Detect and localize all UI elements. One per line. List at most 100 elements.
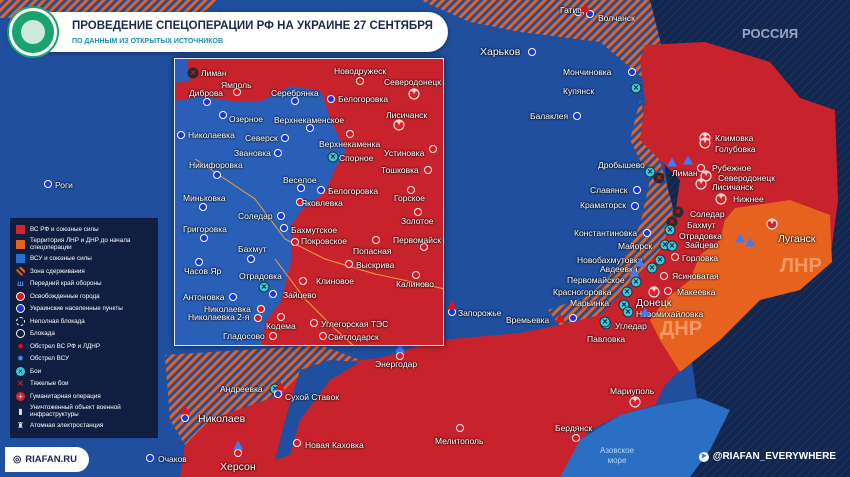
legend-item: Неполная блокада — [16, 315, 152, 328]
region-label-russia: РОССИЯ — [742, 26, 799, 41]
ukrainian-city-marker — [177, 131, 185, 139]
city-label: Марьинка — [570, 297, 610, 308]
battle-x-icon: × — [16, 366, 25, 376]
dnipro-river — [275, 360, 360, 460]
legend-item: + Гуманитарная операция — [16, 390, 152, 403]
battle-icon: × — [666, 240, 678, 252]
ukrainian-city-marker — [327, 95, 335, 103]
defense-line-icon: ш — [17, 279, 24, 289]
liberated-city-marker — [257, 305, 265, 313]
ukrainian-city-marker — [277, 212, 285, 220]
city-label: Верхнекаменка — [319, 138, 381, 149]
city-label: Звановка — [234, 147, 271, 158]
ukrainian-city-marker — [274, 149, 282, 157]
telegram-link[interactable]: ➤ @RIAFAN_EVERYWHERE — [698, 451, 836, 462]
legend-label: Обстрел ВС РФ и ЛДНР — [30, 342, 101, 350]
telegram-label: @RIAFAN_EVERYWHERE — [712, 451, 836, 462]
ua-shelling-icon — [395, 343, 405, 353]
liberated-city-marker — [424, 166, 432, 174]
city-label: Нижнее — [733, 193, 764, 204]
ukrainian-city-marker — [181, 414, 189, 422]
heavy-battle-icon: × — [672, 206, 684, 218]
ua-shelling-icon — [667, 157, 677, 167]
legend-item: Блокада — [16, 328, 152, 341]
city-label: Николаевка 2-я — [188, 311, 250, 322]
inset-road — [274, 258, 354, 345]
battle-icon: × — [644, 166, 656, 178]
city-label: Краматорск — [580, 199, 627, 210]
legend-item: Украинские населенные пункты — [16, 303, 152, 316]
heavy-battle-icon: × — [187, 67, 199, 79]
city-label: Гатище — [560, 4, 589, 15]
city-label: Клиновое — [316, 275, 354, 286]
ukrainian-city-marker — [297, 184, 305, 192]
ukrainian-city-marker — [573, 112, 581, 120]
legend: ВС РФ и союзные силы Территория ЛНР и ДНР… — [10, 218, 158, 438]
ukrainian-city-marker — [280, 224, 288, 232]
city-label: Балаклея — [530, 110, 569, 121]
inset-road — [194, 158, 443, 290]
striped-zone-icon — [16, 266, 25, 276]
city-label: Северодонецк — [384, 76, 441, 87]
containment-zone-front — [548, 100, 675, 326]
legend-item: Территория ЛНР и ДНР до начала спецопера… — [16, 236, 152, 253]
ua-shelling-icon — [629, 267, 639, 277]
city-label: Отрадовка — [679, 230, 722, 241]
site-link[interactable]: ◎ RIAFAN.RU — [5, 447, 89, 472]
battle-icon: × — [654, 254, 666, 266]
city-label: Луганск — [778, 232, 816, 245]
city-label: Климовка — [715, 132, 754, 143]
legend-label: Обстрел ВСУ — [30, 355, 70, 363]
humanitarian-cross-icon — [648, 285, 660, 298]
legend-item: ✸ Обстрел ВСУ — [16, 353, 152, 366]
city-label: Славянск — [590, 184, 628, 195]
city-label: Диброва — [189, 87, 223, 98]
city-label: Зайцево — [685, 239, 719, 250]
liberated-city-marker — [319, 332, 327, 340]
city-label: Макеевка — [677, 286, 716, 297]
city-label: Белогоровка — [328, 185, 379, 196]
humanitarian-cross-icon — [629, 395, 641, 408]
containment-zone-north — [420, 0, 665, 80]
city-label: Никифоровка — [189, 159, 243, 170]
city-label: Соледар — [690, 208, 725, 219]
legend-item: ▮ Уничтоженный объект военной инфраструкт… — [16, 403, 152, 420]
battle-icon: × — [621, 286, 633, 298]
ua-shelling-icon — [640, 307, 650, 317]
legend-label: ВС РФ и союзные силы — [30, 225, 99, 233]
city-label: Верхнекаменское — [274, 114, 345, 125]
battle-icon: × — [599, 316, 611, 328]
ukrainian-city-marker — [213, 171, 221, 179]
legend-item: ВСУ и союзные силы — [16, 253, 152, 266]
riafan-logo — [9, 8, 57, 56]
city-label: Ясиноватая — [672, 270, 719, 281]
city-label: Майорск — [618, 240, 653, 251]
ukrainian-city-marker — [281, 134, 289, 142]
ukrainian-city-marker — [199, 203, 207, 211]
heavy-battle-icon: × — [666, 216, 678, 228]
inset-base-map — [175, 59, 443, 345]
liberated-city-marker — [664, 287, 672, 295]
legend-item: Зона сдерживания — [16, 265, 152, 278]
humanitarian-cross-icon — [408, 87, 420, 100]
humanitarian-cross-icon — [699, 136, 711, 149]
city-label: Угледар — [615, 320, 647, 331]
city-label: Светлодарск — [328, 331, 379, 342]
city-label: Первомайское — [567, 274, 625, 285]
region-label-lnr: ЛНР — [780, 255, 822, 277]
legend-label: Атомная электростанция — [30, 422, 104, 430]
legend-label: Уничтоженный объект военной инфраструкту… — [30, 404, 121, 418]
city-label: Лиман — [672, 167, 698, 178]
city-label: Голубовка — [715, 143, 756, 154]
city-label: Соледар — [238, 210, 273, 221]
liberated-city-marker — [412, 271, 420, 279]
city-label: Времьевка — [506, 314, 550, 325]
ukrainian-city-marker — [528, 48, 536, 56]
rf-shelling-icon — [275, 381, 285, 391]
city-label: Новая Каховка — [305, 439, 364, 450]
ua-shelling-icon — [233, 440, 243, 450]
legend-item: ✕ Тяжелые бои — [16, 378, 152, 391]
red-dot-icon — [16, 291, 25, 301]
inset-ua-territory — [175, 86, 346, 345]
city-label: Бахмут — [687, 219, 716, 230]
